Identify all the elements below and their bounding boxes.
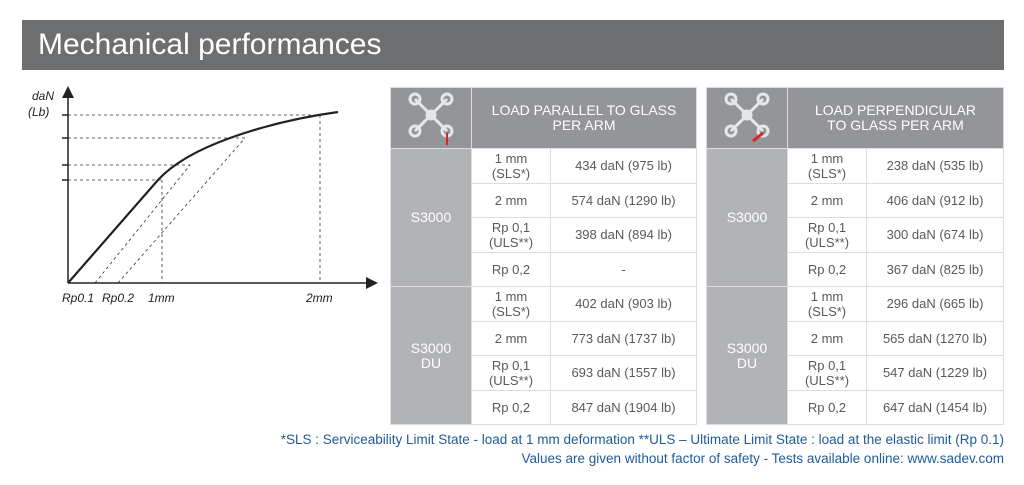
row: S3000 1 mm (SLS*) 238 daN (535 lb) bbox=[706, 148, 1004, 287]
spec-table: LOAD PARALLEL TO GLASS PER ARM S3000 1 mm … bbox=[390, 87, 697, 425]
load-case: Rp 0,2 bbox=[787, 389, 867, 425]
diagram: daN (Lb) Rp0.1 Rp0.2 1mm 2mm bbox=[28, 86, 378, 305]
load-value: 296 daN (665 lb) bbox=[866, 286, 1004, 322]
y-label: daN bbox=[32, 89, 54, 103]
x-label: 2mm bbox=[305, 291, 333, 305]
table-heading: LOAD PARALLEL TO GLASS PER ARM bbox=[471, 87, 697, 149]
load-value: 398 daN (894 lb) bbox=[550, 217, 697, 253]
row: Rp 0,1 (ULS**) 300 daN (674 lb) bbox=[707, 217, 1004, 253]
load-case: 2 mm bbox=[471, 182, 551, 218]
row: S3000 DU 1 mm (SLS*) 402 daN (903 lb) bbox=[390, 286, 697, 425]
load-value: 406 daN (912 lb) bbox=[866, 182, 1004, 218]
x-label: Rp0.2 bbox=[102, 291, 134, 305]
title: Mechanical performances bbox=[22, 20, 1004, 70]
header-row: LOAD PARALLEL TO GLASS PER ARM bbox=[390, 87, 697, 149]
row: Rp 0,2 367 daN (825 lb) bbox=[707, 251, 1004, 287]
load-case: 2 mm bbox=[787, 182, 867, 218]
load-value: 693 daN (1557 lb) bbox=[550, 355, 697, 391]
icon bbox=[706, 87, 788, 149]
row: Rp 0,2 847 daN (1904 lb) bbox=[391, 389, 697, 425]
load-value: 300 daN (674 lb) bbox=[866, 217, 1004, 253]
footnote: *SLS : Serviceability Limit State - load… bbox=[280, 432, 1004, 447]
load-case: Rp 0,2 bbox=[471, 251, 551, 287]
load-value: 647 daN (1454 lb) bbox=[866, 389, 1004, 425]
row: S3000 1 mm (SLS*) 434 daN (975 lb) bbox=[390, 148, 697, 287]
x-label: 1mm bbox=[148, 291, 175, 305]
row: 2 mm 574 daN (1290 lb) bbox=[391, 182, 697, 218]
load-case: 1 mm (SLS*) bbox=[471, 286, 551, 322]
x-label: Rp0.1 bbox=[62, 291, 94, 305]
icon bbox=[390, 87, 472, 149]
load-case: Rp 0,1 (ULS**) bbox=[471, 217, 551, 253]
load-value: 565 daN (1270 lb) bbox=[866, 320, 1004, 356]
row: S3000 DU 1 mm (SLS*) 296 daN (665 lb) bbox=[706, 286, 1004, 425]
row: 2 mm 406 daN (912 lb) bbox=[707, 182, 1004, 218]
header-row: LOAD PERPENDICULAR TO GLASS PER ARM bbox=[706, 87, 1004, 149]
group-name: S3000 bbox=[390, 148, 472, 287]
y-unit: (Lb) bbox=[28, 105, 49, 119]
load-value: 773 daN (1737 lb) bbox=[550, 320, 697, 356]
group-name: S3000 DU bbox=[390, 286, 472, 425]
load-case: Rp 0,1 (ULS**) bbox=[787, 217, 867, 253]
group-name: S3000 DU bbox=[706, 286, 788, 425]
load-case: 1 mm (SLS*) bbox=[787, 148, 867, 184]
load-case: 1 mm (SLS*) bbox=[471, 148, 551, 184]
load-value: 574 daN (1290 lb) bbox=[550, 182, 697, 218]
load-case: 2 mm bbox=[471, 320, 551, 356]
row: 2 mm 565 daN (1270 lb) bbox=[707, 320, 1004, 356]
load-case: Rp 0,2 bbox=[787, 251, 867, 287]
load-value: 367 daN (825 lb) bbox=[866, 251, 1004, 287]
load-value: 434 daN (975 lb) bbox=[550, 148, 697, 184]
load-value: - bbox=[550, 251, 697, 287]
table-heading: LOAD PERPENDICULAR TO GLASS PER ARM bbox=[787, 87, 1004, 149]
row: Rp 0,2 647 daN (1454 lb) bbox=[707, 389, 1004, 425]
footnote: Values are given without factor of safet… bbox=[521, 451, 1005, 466]
load-value: 402 daN (903 lb) bbox=[550, 286, 697, 322]
row: Rp 0,1 (ULS**) 547 daN (1229 lb) bbox=[707, 355, 1004, 391]
load-value: 547 daN (1229 lb) bbox=[866, 355, 1004, 391]
load-case: Rp 0,2 bbox=[471, 389, 551, 425]
row: Rp 0,2- bbox=[391, 251, 697, 287]
spec-table: LOAD PERPENDICULAR TO GLASS PER ARM S3000… bbox=[706, 87, 1004, 425]
load-case: Rp 0,1 (ULS**) bbox=[471, 355, 551, 391]
load-case: 1 mm (SLS*) bbox=[787, 286, 867, 322]
load-case: Rp 0,1 (ULS**) bbox=[787, 355, 867, 391]
load-case: 2 mm bbox=[787, 320, 867, 356]
load-value: 238 daN (535 lb) bbox=[866, 148, 1004, 184]
load-value: 847 daN (1904 lb) bbox=[550, 389, 697, 425]
group-name: S3000 bbox=[706, 148, 788, 287]
